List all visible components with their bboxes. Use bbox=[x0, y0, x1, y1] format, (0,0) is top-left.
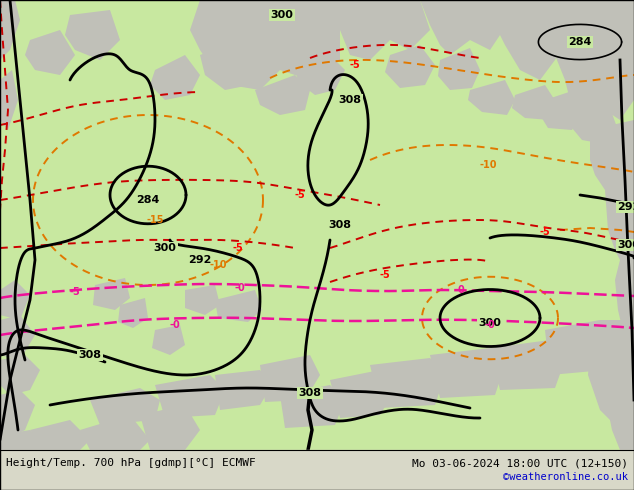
Polygon shape bbox=[430, 348, 505, 398]
Text: -0: -0 bbox=[455, 285, 465, 295]
Polygon shape bbox=[90, 388, 160, 425]
Text: ©weatheronline.co.uk: ©weatheronline.co.uk bbox=[503, 472, 628, 482]
Polygon shape bbox=[190, 0, 340, 90]
Text: 300: 300 bbox=[617, 240, 634, 250]
Polygon shape bbox=[255, 75, 310, 115]
Polygon shape bbox=[468, 80, 515, 115]
Polygon shape bbox=[140, 405, 200, 450]
Polygon shape bbox=[495, 0, 570, 80]
Polygon shape bbox=[545, 320, 615, 375]
Polygon shape bbox=[490, 340, 565, 390]
Text: -5: -5 bbox=[540, 227, 550, 237]
Polygon shape bbox=[215, 290, 262, 322]
Text: Mo 03-06-2024 18:00 UTC (12+150): Mo 03-06-2024 18:00 UTC (12+150) bbox=[412, 458, 628, 468]
Text: 300: 300 bbox=[271, 10, 294, 20]
Polygon shape bbox=[118, 298, 148, 328]
Polygon shape bbox=[608, 390, 634, 450]
Polygon shape bbox=[370, 358, 445, 408]
Polygon shape bbox=[590, 120, 634, 210]
Text: -10: -10 bbox=[479, 160, 497, 170]
Polygon shape bbox=[280, 385, 345, 428]
Polygon shape bbox=[30, 420, 90, 450]
Polygon shape bbox=[0, 0, 20, 60]
Text: -0: -0 bbox=[170, 320, 181, 330]
Polygon shape bbox=[555, 0, 634, 130]
Polygon shape bbox=[0, 70, 18, 130]
Text: Height/Temp. 700 hPa [gdmp][°C] ECMWF: Height/Temp. 700 hPa [gdmp][°C] ECMWF bbox=[6, 458, 256, 468]
Polygon shape bbox=[215, 370, 272, 410]
Polygon shape bbox=[185, 285, 220, 315]
Polygon shape bbox=[385, 45, 435, 88]
Text: 292: 292 bbox=[188, 255, 212, 265]
Text: 300: 300 bbox=[479, 318, 501, 328]
Polygon shape bbox=[295, 55, 345, 95]
Polygon shape bbox=[588, 340, 634, 430]
Text: 292: 292 bbox=[617, 202, 634, 212]
Polygon shape bbox=[512, 85, 558, 120]
Polygon shape bbox=[150, 55, 200, 100]
Text: -15: -15 bbox=[146, 215, 164, 225]
Polygon shape bbox=[25, 30, 75, 75]
Polygon shape bbox=[330, 370, 395, 418]
Text: 300: 300 bbox=[153, 243, 176, 253]
Polygon shape bbox=[572, 108, 618, 145]
Polygon shape bbox=[0, 390, 35, 440]
Polygon shape bbox=[615, 260, 634, 340]
Text: -5: -5 bbox=[380, 270, 391, 280]
Polygon shape bbox=[0, 315, 35, 360]
Text: -0: -0 bbox=[235, 283, 245, 293]
Polygon shape bbox=[260, 355, 320, 402]
Polygon shape bbox=[605, 190, 634, 270]
Polygon shape bbox=[200, 40, 260, 90]
Polygon shape bbox=[152, 325, 185, 355]
Text: -5: -5 bbox=[349, 60, 360, 70]
Polygon shape bbox=[438, 48, 480, 90]
Polygon shape bbox=[65, 10, 120, 60]
Polygon shape bbox=[0, 280, 30, 320]
Text: 308: 308 bbox=[299, 388, 321, 398]
Text: 308: 308 bbox=[339, 95, 361, 105]
Polygon shape bbox=[600, 320, 634, 420]
Polygon shape bbox=[540, 90, 580, 130]
Text: -5: -5 bbox=[295, 190, 306, 200]
Text: 308: 308 bbox=[328, 220, 351, 230]
Text: -5: -5 bbox=[233, 243, 243, 253]
Bar bbox=[0, 450, 634, 490]
Text: -0: -0 bbox=[484, 320, 495, 330]
Polygon shape bbox=[420, 0, 510, 55]
Text: -10: -10 bbox=[209, 260, 227, 270]
Polygon shape bbox=[155, 375, 225, 418]
Polygon shape bbox=[80, 415, 150, 450]
Text: 284: 284 bbox=[136, 195, 160, 205]
Polygon shape bbox=[93, 278, 130, 310]
Text: -5: -5 bbox=[70, 287, 81, 297]
Polygon shape bbox=[340, 0, 430, 60]
Polygon shape bbox=[0, 355, 40, 395]
Text: 308: 308 bbox=[79, 350, 101, 360]
Polygon shape bbox=[0, 430, 50, 450]
Text: 284: 284 bbox=[568, 37, 592, 47]
